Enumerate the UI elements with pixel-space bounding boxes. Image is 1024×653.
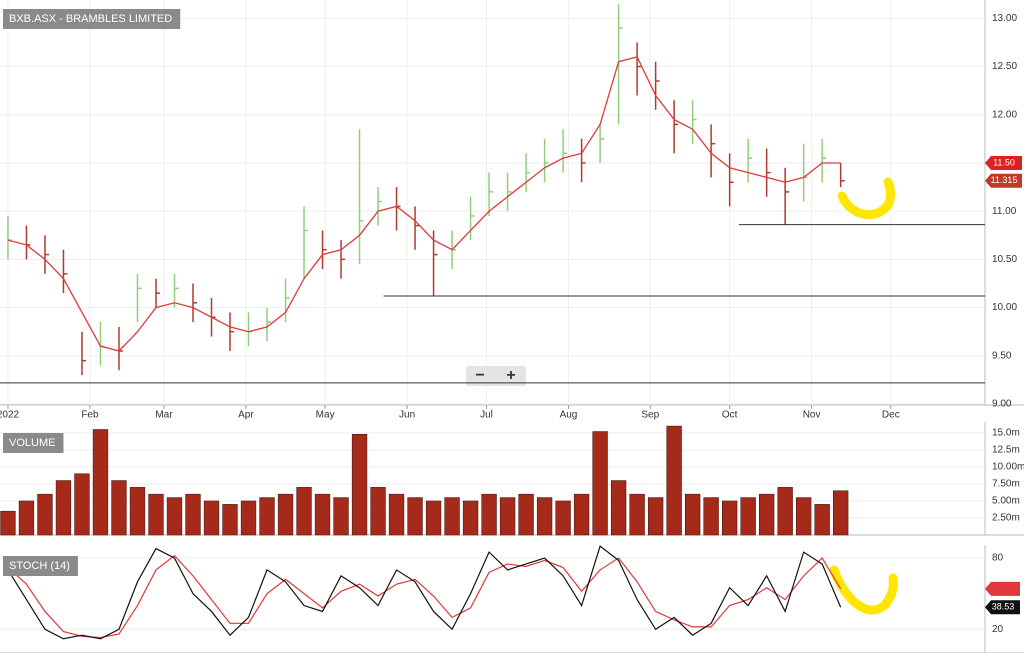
volume-bar (703, 497, 719, 536)
volume-bar (111, 480, 127, 536)
volume-bar (55, 480, 72, 536)
value-tag (985, 600, 1020, 615)
volume-bar (148, 493, 164, 536)
volume-bar (629, 493, 645, 536)
volume-bar (481, 493, 497, 536)
highlight (837, 177, 895, 219)
volume-bar (555, 500, 571, 536)
y-tick-label: 10.50 (992, 254, 1017, 265)
panel-title: BXB.ASX - BRAMBLES LIMITED (9, 13, 172, 25)
stoch-line (7, 545, 842, 640)
volume-bar (610, 480, 627, 536)
x-tick-label: Jul (480, 410, 493, 421)
volume-bar (92, 429, 109, 536)
volume-bar (351, 434, 368, 536)
volume-bar (74, 473, 90, 536)
y-tick-label: 10.00 (992, 302, 1017, 313)
x-tick-label: Nov (803, 410, 821, 421)
volume-bar (721, 500, 738, 536)
y-tick-label: 11.00 (992, 206, 1017, 217)
y-tick-label: 12.00 (992, 109, 1017, 120)
volume-bar (129, 487, 146, 536)
volume-bar (518, 493, 534, 536)
volume-bar (370, 487, 386, 536)
volume-bar (333, 497, 349, 536)
volume-bar (240, 500, 257, 536)
volume-bar (259, 497, 275, 536)
volume-bar (758, 493, 775, 536)
y-tick-label: 9.00 (992, 399, 1012, 410)
value-tag (985, 581, 1020, 596)
volume-bar (814, 504, 830, 536)
y-tick-label: 9.50 (992, 350, 1012, 361)
highlight (829, 565, 898, 615)
x-tick-label: Sep (641, 410, 659, 421)
x-tick-label: Oct (722, 410, 738, 421)
volume-bar (203, 500, 220, 536)
volume-bar (222, 504, 238, 536)
panel-title: STOCH (14) (9, 560, 70, 572)
volume-bar (0, 510, 16, 536)
panel-title: VOLUME (9, 437, 55, 449)
volume-bar (573, 493, 590, 536)
zoom-buttons[interactable] (466, 366, 526, 386)
volume-bar (833, 490, 849, 536)
stoch-line (7, 554, 842, 639)
x-tick-label: Feb (81, 410, 99, 421)
x-tick-label: Aug (560, 410, 578, 421)
volume-bar (796, 497, 812, 536)
y-tick-label: 12.5m (992, 445, 1020, 456)
volume-bar (684, 493, 701, 536)
volume-bar (407, 497, 423, 536)
y-tick-label: 7.50m (992, 479, 1020, 490)
volume-bar (647, 497, 664, 536)
panel-title-bg (3, 556, 78, 576)
volume-bar (425, 500, 442, 536)
y-tick-label: 12.50 (992, 61, 1017, 72)
volume-bar (666, 425, 682, 536)
volume-bar (185, 493, 201, 536)
zoom-in[interactable]: + (506, 367, 515, 384)
price-tag (985, 155, 1022, 170)
volume-bar (462, 500, 479, 536)
volume-bar (592, 431, 608, 536)
volume-bar (740, 497, 756, 536)
y-tick-label: 80 (992, 553, 1004, 564)
x-tick-label: May (316, 410, 335, 421)
panel-title-bg (3, 9, 181, 29)
x-tick-label: 2022 (0, 410, 20, 421)
x-tick-label: Jun (399, 410, 415, 421)
panel-title-bg (3, 433, 64, 453)
volume-bar (499, 497, 516, 536)
price-tag-label: 11.315 (991, 175, 1018, 185)
zoom-out[interactable]: − (475, 367, 484, 384)
volume-bar (37, 493, 53, 536)
moving-average (7, 56, 841, 352)
volume-bar (166, 497, 183, 536)
volume-bar (536, 497, 553, 536)
y-tick-label: 10.00m (992, 462, 1024, 473)
y-tick-label: 20 (992, 624, 1004, 635)
price-tag (985, 173, 1022, 188)
y-tick-label: 2.50m (992, 513, 1020, 524)
price-tag-label: 11.50 (993, 157, 1015, 167)
volume-bar (314, 493, 331, 536)
volume-bar (296, 487, 312, 536)
x-tick-label: Apr (238, 410, 254, 421)
volume-bar (388, 493, 405, 536)
volume-bar (777, 487, 793, 536)
value-tag-label: 38.53 (992, 602, 1015, 612)
x-tick-label: Dec (882, 410, 900, 421)
y-tick-label: 13.00 (992, 13, 1017, 24)
y-tick-label: 15.0m (992, 428, 1020, 439)
y-tick-label: 5.00m (992, 496, 1020, 507)
volume-bar (277, 493, 294, 536)
volume-bar (18, 500, 35, 536)
x-tick-label: Mar (155, 410, 173, 421)
volume-bar (444, 497, 460, 536)
